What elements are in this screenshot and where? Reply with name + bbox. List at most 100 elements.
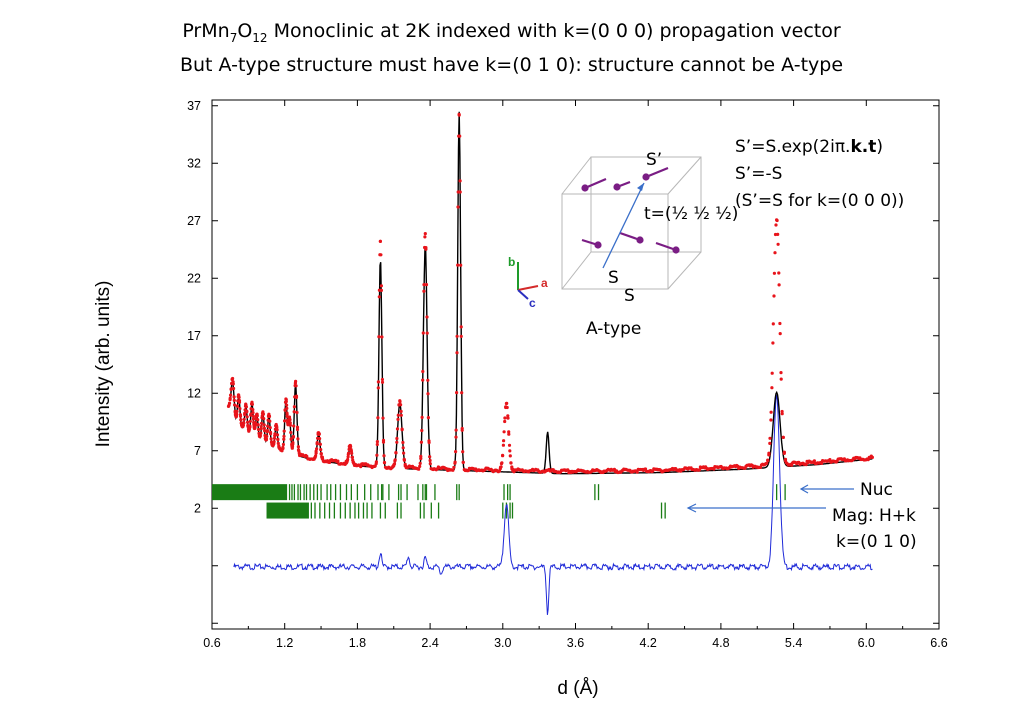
y-tick-label: 32	[187, 156, 201, 170]
observed-point	[287, 415, 292, 419]
observed-point	[775, 218, 779, 222]
spin-s-label-1: S	[608, 268, 619, 288]
observed-point	[769, 418, 773, 422]
spin-arrows	[581, 166, 680, 254]
observed-point	[420, 415, 424, 419]
observed-point	[294, 395, 299, 399]
observed-point	[773, 251, 777, 255]
spin-arrow-head	[581, 184, 589, 192]
observed-point	[505, 405, 509, 410]
observed-point	[314, 451, 318, 455]
observed-point	[315, 442, 319, 446]
observed-point	[459, 334, 463, 338]
observed-point	[284, 398, 288, 402]
observed-point	[317, 432, 321, 436]
observed-point	[251, 408, 255, 412]
x-tick-label: 4.2	[640, 636, 657, 650]
observed-point	[247, 427, 251, 431]
observed-point	[297, 451, 301, 456]
observed-point	[249, 413, 253, 417]
observed-point	[289, 430, 293, 435]
observed-point	[423, 232, 427, 236]
observed-point	[398, 399, 402, 403]
observed-point	[289, 437, 293, 441]
observed-point	[237, 400, 242, 404]
observed-point	[375, 453, 379, 457]
observed-point	[253, 424, 257, 429]
reflection-tick-marks	[212, 484, 786, 519]
observed-point	[375, 442, 379, 447]
observed-point	[509, 461, 513, 465]
observed-point	[275, 428, 279, 432]
title-line-1-text: Monoclinic at 2K indexed with k=(0 0 0) …	[267, 20, 841, 42]
a-axis-line	[517, 285, 539, 291]
observed-point	[399, 403, 403, 407]
observed-point	[401, 440, 405, 445]
observed-point	[425, 315, 429, 319]
observed-point	[275, 424, 279, 428]
x-tick-label: 0.6	[203, 636, 220, 650]
spin-arrow-shaft	[645, 166, 669, 179]
observed-point	[421, 331, 425, 335]
observed-point	[275, 433, 280, 437]
observed-point	[697, 468, 702, 472]
observed-point	[283, 419, 287, 423]
observed-point	[428, 462, 432, 466]
observed-point	[359, 465, 363, 469]
observed-point	[396, 413, 400, 417]
observed-point	[507, 443, 512, 447]
title-formula-prefix: PrMn	[182, 20, 230, 42]
observed-point	[812, 459, 817, 463]
observed-point	[278, 446, 282, 450]
observed-point	[294, 384, 298, 388]
observed-point	[349, 448, 353, 452]
observed-point	[454, 435, 458, 439]
observed-point	[778, 332, 782, 336]
observed-point	[501, 443, 505, 447]
observed-point	[767, 451, 771, 455]
observed-point	[292, 410, 296, 414]
observed-point	[242, 417, 246, 421]
observed-point	[259, 427, 263, 431]
title-line-1: PrMn7O12 Monoclinic at 2K indexed with k…	[0, 18, 1023, 52]
observed-point	[288, 423, 292, 427]
observed-point	[418, 461, 422, 465]
observed-point	[426, 378, 430, 382]
title-line-2: But A-type structure must have k=(0 1 0)…	[179, 53, 844, 76]
observed-point	[248, 419, 252, 423]
observed-point	[232, 386, 236, 391]
observed-point	[319, 448, 323, 452]
observed-point	[258, 434, 262, 438]
observed-point	[229, 393, 233, 397]
observed-point	[352, 462, 356, 466]
observed-point	[417, 467, 421, 471]
observed-point	[294, 379, 298, 383]
observed-point	[265, 430, 269, 434]
observed-point	[321, 457, 325, 461]
crystal-axes-icon: b a c	[508, 255, 548, 310]
equation-antiparallel: S’=-S	[735, 164, 782, 184]
observed-point	[346, 455, 350, 459]
equation-phase: S’=S.exp(2iπ.k.t)	[735, 137, 883, 157]
observed-point	[375, 440, 379, 444]
observed-point	[771, 341, 775, 345]
observed-point	[263, 429, 267, 433]
observed-point	[501, 454, 505, 458]
mag-label: Mag: H+k	[832, 506, 916, 526]
observed-point	[421, 378, 425, 382]
observed-point	[772, 271, 777, 275]
observed-point	[455, 391, 459, 395]
observed-point	[392, 462, 397, 466]
observed-point	[319, 452, 323, 456]
observed-point	[393, 458, 397, 462]
observed-point	[404, 464, 408, 468]
observed-point	[264, 437, 268, 441]
observed-point	[870, 455, 875, 459]
y-tick-label: 2	[194, 501, 201, 515]
dense-reflection-band	[266, 502, 309, 519]
observed-point	[396, 417, 400, 421]
observed-point	[244, 405, 248, 409]
observed-point	[290, 445, 294, 449]
observed-point	[399, 413, 403, 417]
observed-point	[395, 436, 399, 441]
